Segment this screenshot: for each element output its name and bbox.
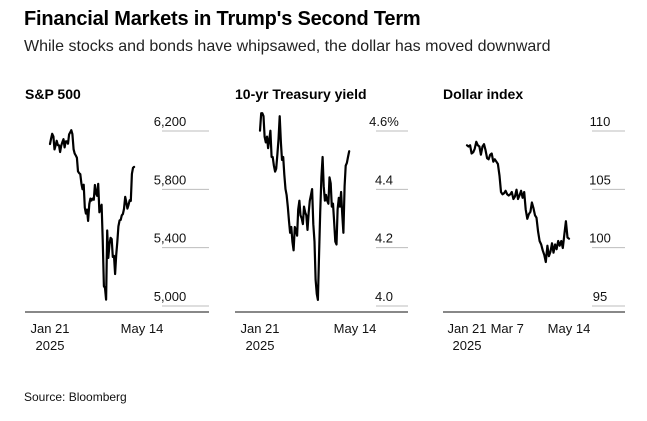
chart-subtitle: While stocks and bonds have whipsawed, t… [24,38,551,55]
sp500-x-tick-label: Jan 21 2025 [30,321,69,353]
treasury-series-line [258,112,351,301]
dollar-x-tick-label: Jan 21 2025 [447,321,486,353]
sp500-chart: 6,200 5,800 5,400 5,000 Jan 21 2025 May 14 [25,114,209,353]
dollar-panel-title: Dollar index [443,86,524,102]
sp500-panel-title: S&P 500 [25,86,81,102]
sp500-y-tick-label: 5,400 [154,231,187,246]
treasury-panel-title: 10-yr Treasury yield [235,86,367,102]
treasury-x-tick-label: Jan 21 2025 [240,321,279,353]
sp500-panel: S&P 500 6,200 5,800 5,400 5,000 Jan 21 2025 Ma… [0,0,209,421]
treasury-chart: 4.6% 4.4 4.2 4.0 Jan 21 2025 May 14 [235,112,408,353]
treasury-y-tick-label: 4.4 [375,172,393,187]
dollar-y-tick-label: 110 [590,114,611,129]
treasury-x-tick-label: May 14 [334,321,377,336]
sp500-y-tick-label: 5,000 [154,289,187,304]
dollar-panel: Dollar index 110 105 100 95 Jan 21 2025 Mar 7 M… [420,0,625,421]
treasury-y-tick-label: 4.6% [369,114,399,129]
source-note: Source: Bloomberg [24,390,127,404]
treasury-panel: 10-yr Treasury yield 4.6% 4.4 4.2 4.0 Jan 21… [210,0,410,421]
dollar-y-tick-label: 100 [589,231,611,246]
dollar-x-tick-label: May 14 [548,321,591,336]
treasury-y-tick-label: 4.2 [375,231,393,246]
dollar-series-line [465,140,571,264]
dollar-chart: 110 105 100 95 Jan 21 2025 Mar 7 May 14 [443,114,625,353]
dollar-y-tick-label: 105 [589,172,611,187]
sp500-y-tick-label: 6,200 [154,114,187,129]
chart-title: Financial Markets in Trump's Second Term [24,8,421,30]
sp500-series-line [48,129,136,301]
sp500-y-tick-label: 5,800 [154,172,187,187]
treasury-y-tick-label: 4.0 [375,289,393,304]
dollar-x-tick-label: Mar 7 [491,321,524,336]
dollar-y-tick-label: 95 [593,289,607,304]
sp500-x-tick-label: May 14 [121,321,164,336]
